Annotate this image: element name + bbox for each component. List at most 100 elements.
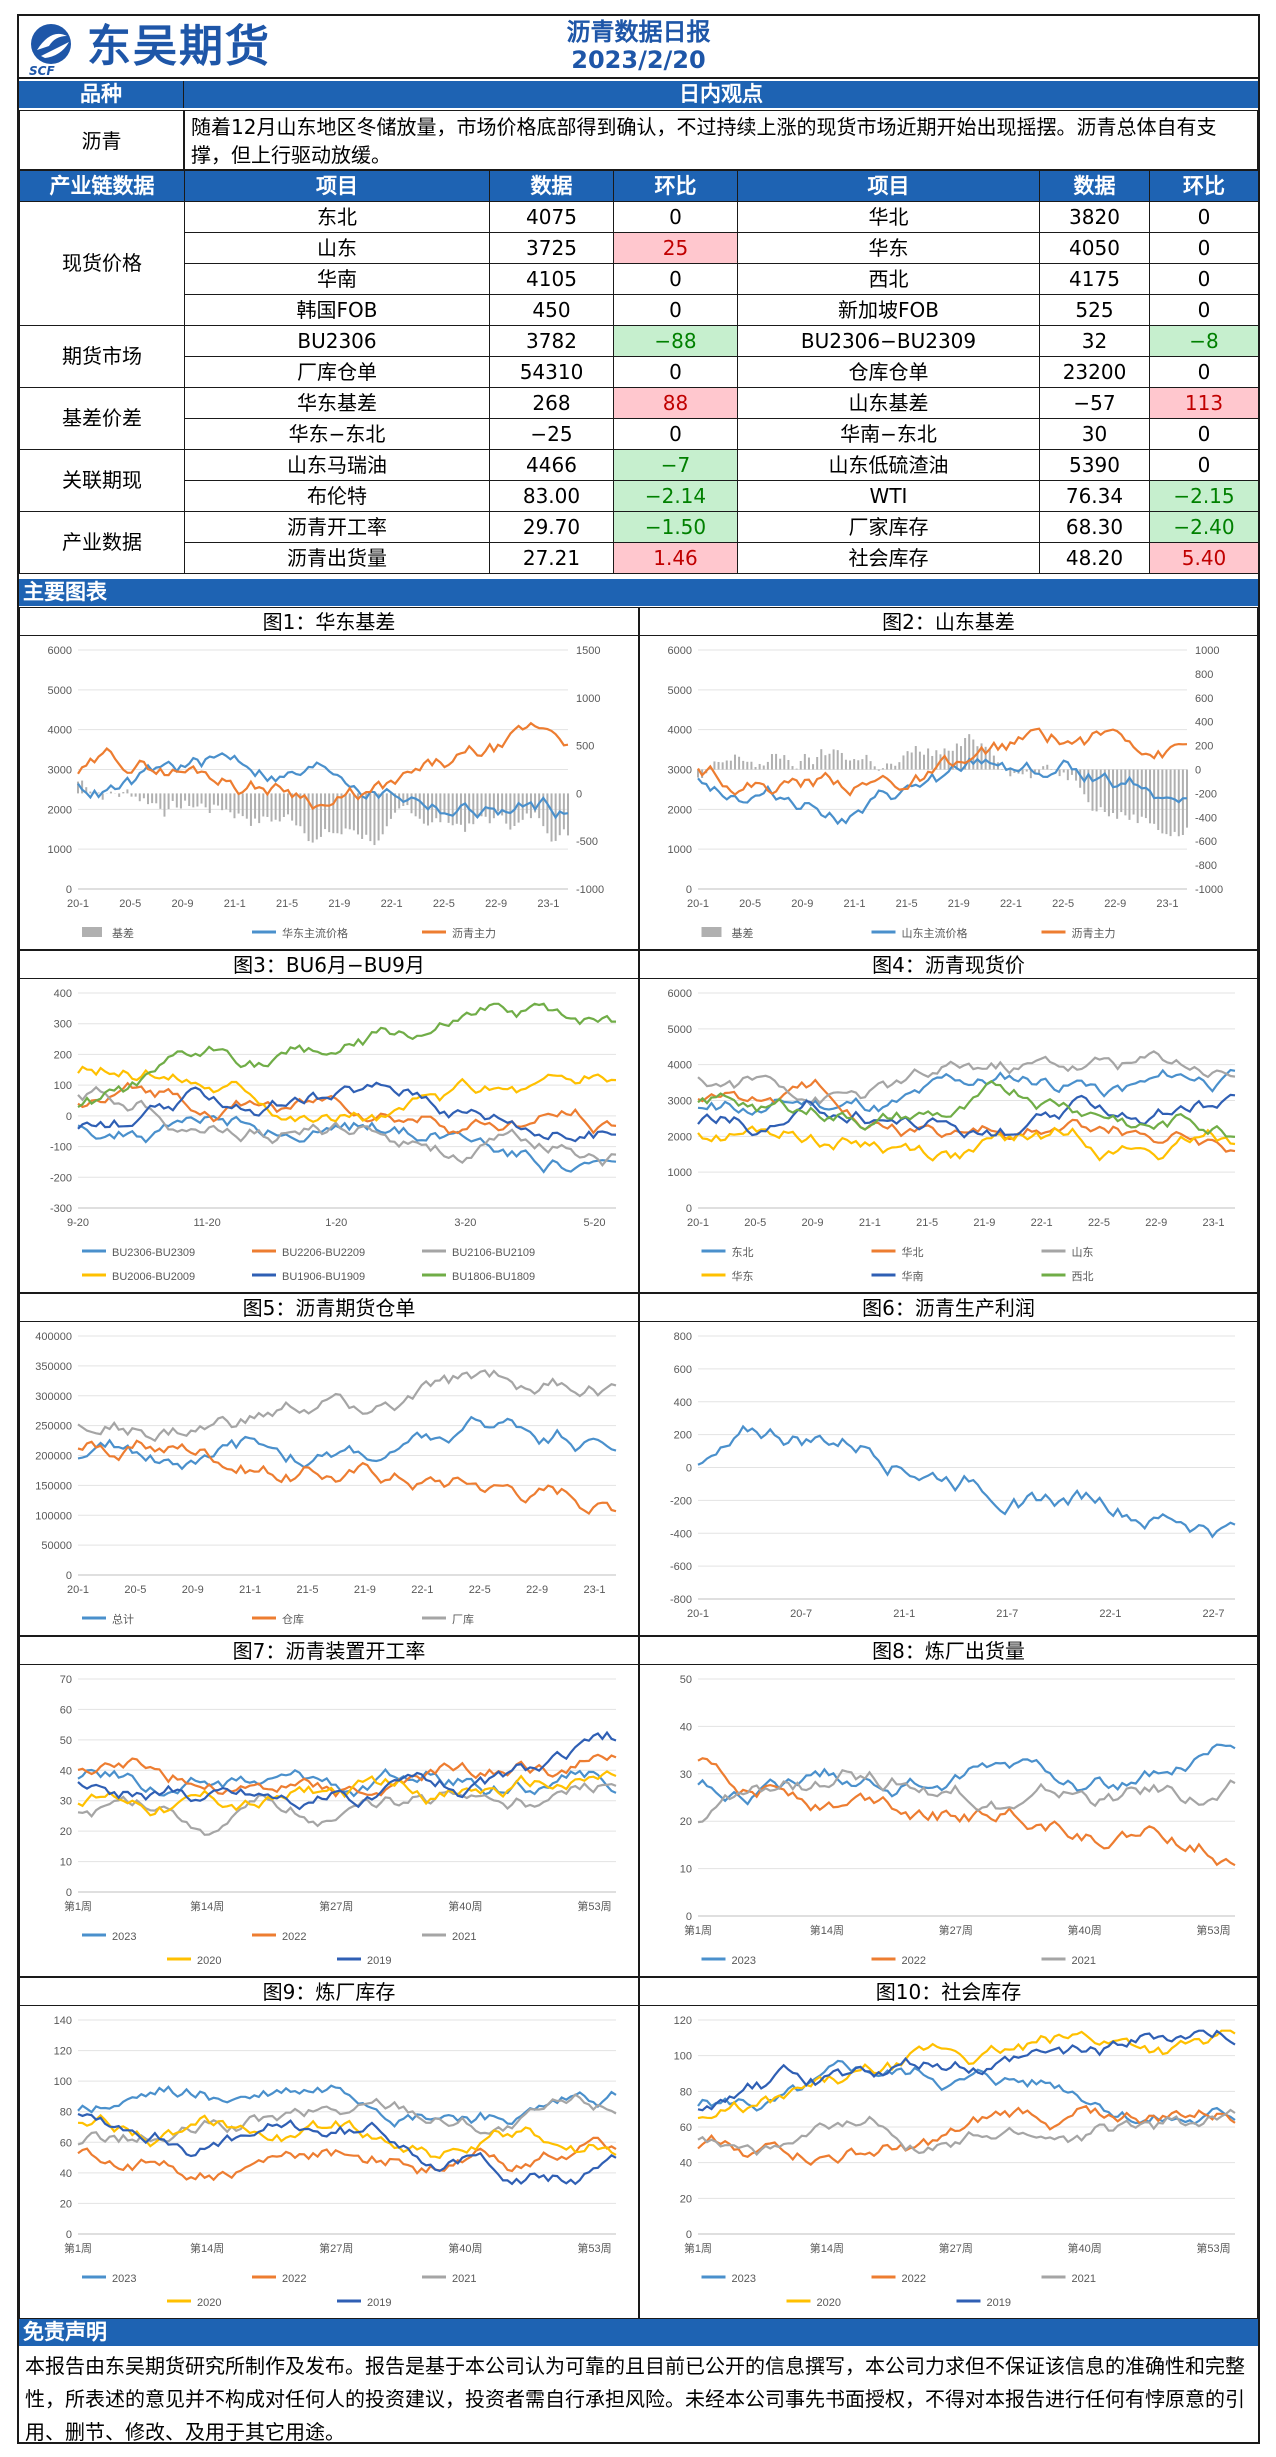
legend-label: BU1806-BU1809: [452, 1271, 535, 1283]
x-tick-label: 第14周: [190, 2241, 224, 2255]
legend-label: BU1906-BU1909: [282, 1271, 365, 1283]
series-line: [77, 1439, 617, 1515]
x-tick-label: 22-1: [1031, 1217, 1053, 1229]
x-tick-label: 21-5: [297, 1584, 319, 1596]
item-cell: 厂库仓单: [184, 356, 490, 388]
legend-label: 2021: [452, 1931, 476, 1943]
series-line: [77, 1730, 617, 1811]
y2-tick-label: 500: [576, 741, 594, 753]
legend-label: 沥青主力: [1072, 927, 1116, 940]
x-tick-label: 21-9: [948, 898, 970, 910]
y-tick-label: 4000: [668, 725, 692, 737]
value-cell: 4175: [1039, 263, 1150, 295]
series-line: [77, 1770, 617, 1817]
y-tick-label: 50000: [41, 1540, 72, 1552]
y-tick-label: 0: [66, 1111, 72, 1123]
chart-title: 图1：华东基差: [20, 608, 638, 636]
x-tick-label: 第53周: [1196, 1923, 1230, 1937]
series-line: [697, 1757, 1236, 1867]
value-cell: 48.20: [1039, 542, 1150, 574]
value-cell: −25: [489, 418, 614, 450]
y-tick-label: 6000: [668, 988, 692, 1000]
change-cell: −7: [613, 449, 738, 481]
chart-title: 图7：沥青装置开工率: [20, 1637, 638, 1665]
view-col-opinion-header: 日内观点: [184, 81, 1258, 108]
item-cell: BU2306−BU2309: [737, 325, 1040, 357]
x-tick-label: 第27周: [939, 2241, 973, 2255]
legend-label: 2023: [112, 2273, 136, 2285]
legend-label: BU2006-BU2009: [112, 1271, 195, 1283]
y-tick-label: 200: [54, 1049, 72, 1061]
change-cell: 0: [1149, 449, 1259, 481]
series-line: [697, 2108, 1236, 2157]
item-cell: 华北: [737, 201, 1040, 233]
series-line: [77, 1081, 617, 1143]
chart-svg: 0 20 40 60 80 100 120 第1周 第14周 第27周 第40周 第53周 2023 20…: [674, 2015, 1236, 2309]
table-row: 期货市场 BU2306 3782 −88 BU2306−BU2309 32 −8: [19, 325, 1259, 388]
table-row: 华东−东北 −25 0 华南−东北 30 0: [20, 418, 1259, 450]
y2-tick-label: 1500: [576, 645, 600, 657]
table-row: 韩国FOB 450 0 新加坡FOB 525 0: [20, 294, 1259, 326]
y-tick-label: 10: [680, 1864, 692, 1876]
y-tick-label: 20: [680, 2193, 692, 2205]
x-tick-label: 20-5: [119, 898, 141, 910]
y-tick-label: 100000: [35, 1510, 72, 1522]
chain-header-cell: 产业链数据: [19, 170, 185, 202]
series-line: [77, 1085, 617, 1167]
chart-panel: 图6：沥青生产利润 -800 -600 -400 -200 0 200 400 600 800 20…: [639, 1293, 1258, 1636]
company-name: 东吴期货: [87, 21, 271, 72]
y-tick-label: 400: [674, 1397, 692, 1409]
y-tick-label: 140: [54, 2015, 72, 2027]
chart-title: 图5：沥青期货仓单: [20, 1294, 638, 1322]
y-tick-label: 30: [680, 1769, 692, 1781]
chart-svg: 0 10 20 30 40 50 第1周 第14周 第27周 第40周 第53周 2023 2022 20…: [680, 1674, 1236, 1967]
series-line: [697, 2104, 1236, 2166]
change-cell: −8: [1149, 325, 1259, 357]
y-tick-label: 3000: [48, 765, 72, 777]
y-tick-label: 3000: [668, 765, 692, 777]
x-tick-label: 22-9: [1104, 898, 1126, 910]
y-tick-label: -300: [50, 1203, 72, 1215]
x-tick-label: 9-20: [67, 1217, 89, 1229]
x-tick-label: 22-7: [1203, 1608, 1225, 1620]
chart-panel: 图7：沥青装置开工率 0 10 20 30 40 50 60 70 第1周 第14周 第27周 第40周…: [19, 1636, 639, 1977]
x-tick-label: 第40周: [1068, 2241, 1102, 2255]
table-row: 华南 4105 0 西北 4175 0: [20, 263, 1259, 295]
legend-label: 山东: [1072, 1246, 1094, 1259]
group-label: 产业数据: [19, 511, 185, 574]
chain-header-cell: 数据: [489, 170, 614, 202]
y2-tick-label: 1000: [1195, 645, 1219, 657]
y-tick-label: 2000: [48, 804, 72, 816]
change-cell: −1.50: [613, 511, 738, 543]
x-tick-label: 第14周: [810, 2241, 844, 2255]
item-cell: 新加坡FOB: [737, 294, 1040, 326]
x-tick-label: 22-9: [1145, 1217, 1167, 1229]
series-line: [697, 1125, 1236, 1162]
y-tick-label: 300: [54, 1019, 72, 1031]
disclaimer-text: 本报告由东吴期货研究所制作及发布。报告是基于本公司认为可靠的且目前已公开的信息撰…: [25, 2354, 1245, 2444]
change-cell: 0: [1149, 294, 1259, 326]
y-tick-label: -400: [670, 1528, 692, 1540]
legend-label: 总计: [112, 1612, 134, 1626]
y-tick-label: 0: [686, 2229, 692, 2241]
series-line: [77, 1415, 617, 1471]
series-line: [77, 752, 569, 820]
series-line: [77, 721, 569, 811]
chart-title: 图6：沥青生产利润: [640, 1294, 1257, 1322]
x-tick-label: 21-7: [996, 1608, 1018, 1620]
x-tick-label: 11-20: [193, 1217, 220, 1229]
legend-label: 2021: [1072, 1955, 1096, 1967]
legend-label: 基差: [732, 926, 754, 940]
value-cell: 54310: [489, 356, 614, 388]
value-cell: 76.34: [1039, 480, 1150, 512]
x-tick-label: 第40周: [1068, 1923, 1102, 1937]
table-row: 现货价格 东北 4075 0 华北 3820 0: [19, 201, 1259, 326]
item-cell: 山东基差: [737, 387, 1040, 419]
y-tick-label: 400000: [35, 1331, 72, 1343]
y2-tick-label: 400: [1195, 717, 1213, 729]
legend-label: 西北: [1072, 1270, 1094, 1283]
table-row: 沥青出货量 27.21 1.46 社会库存 48.20 5.40: [20, 542, 1259, 574]
y-tick-label: 100: [54, 2076, 72, 2088]
chart-svg: 0 20 40 60 80 100 120 140 第1周 第14周 第27周 第40周 第53周 202…: [54, 2015, 617, 2309]
series-line: [697, 2029, 1236, 2120]
